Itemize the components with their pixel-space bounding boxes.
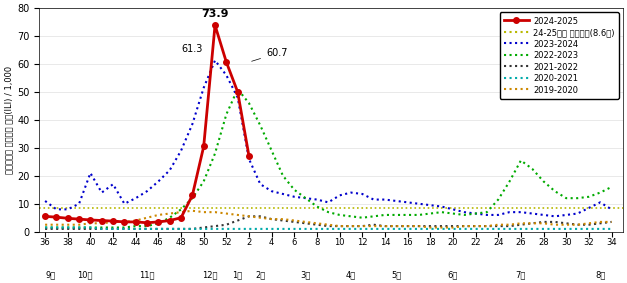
Text: 9월: 9월 xyxy=(46,271,56,280)
Text: 12월: 12월 xyxy=(202,271,217,280)
Text: 3월: 3월 xyxy=(300,271,311,280)
Text: 61.3: 61.3 xyxy=(182,44,203,54)
Text: 2월: 2월 xyxy=(255,271,265,280)
Text: 10월: 10월 xyxy=(77,271,93,280)
Text: 1월: 1월 xyxy=(233,271,243,280)
Y-axis label: 인플루엔자 의사환자 분율(ILI) / 1,000: 인플루엔자 의사환자 분율(ILI) / 1,000 xyxy=(4,66,13,174)
Text: 11월: 11월 xyxy=(139,271,155,280)
Text: 73.9: 73.9 xyxy=(201,9,229,19)
Legend: 2024-2025, 24-25절기 유행기준(8.6명), 2023-2024, 2022-2023, 2021-2022, 2020-2021, 2019-: 2024-2025, 24-25절기 유행기준(8.6명), 2023-2024… xyxy=(500,12,619,99)
Text: 8월: 8월 xyxy=(595,271,605,280)
Text: 7월: 7월 xyxy=(515,271,526,280)
Text: 6월: 6월 xyxy=(448,271,458,280)
Text: 4월: 4월 xyxy=(346,271,356,280)
Text: 60.7: 60.7 xyxy=(251,48,288,61)
Text: 5월: 5월 xyxy=(391,271,401,280)
